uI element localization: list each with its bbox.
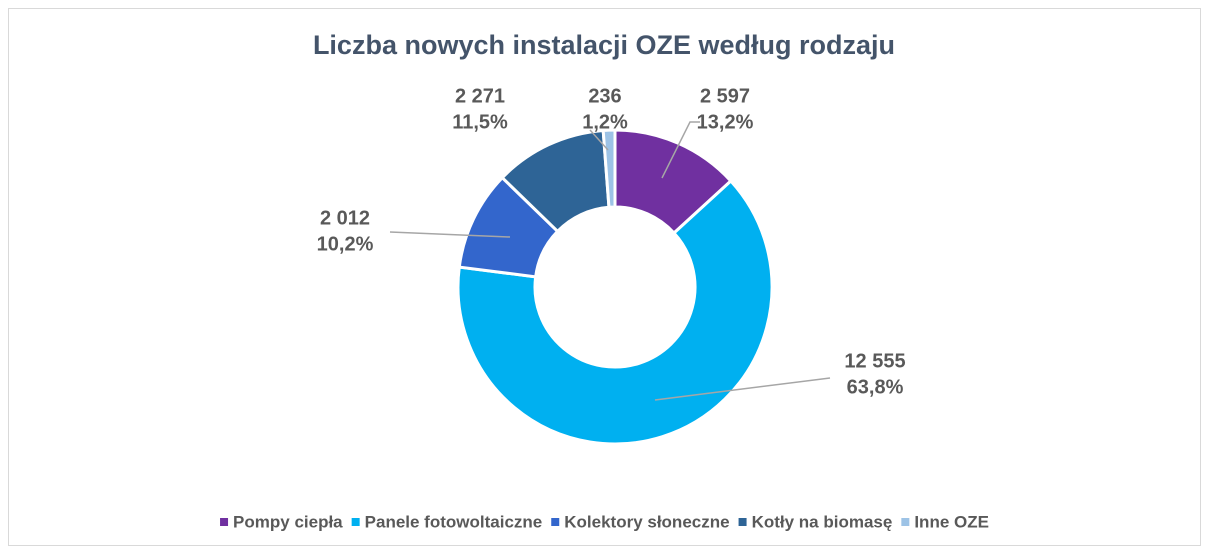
data-label-percent: 10,2% [317, 233, 374, 255]
leader-line [389, 231, 511, 238]
leader-line [654, 377, 831, 401]
donut-slice [601, 128, 617, 209]
data-label: 2 271 [455, 85, 505, 107]
data-label: 12 555 [844, 350, 905, 372]
legend-label: Pompy ciepła [233, 512, 343, 531]
data-label-percent: 63,8% [847, 376, 904, 398]
data-label: 2 597 [700, 85, 750, 107]
data-label-percent: 11,5% [452, 111, 508, 133]
leader-line [661, 121, 700, 179]
legend-marker [551, 518, 560, 526]
legend-label: Kolektory słoneczne [564, 512, 729, 531]
legend-marker [738, 518, 747, 526]
data-label: 2 012 [320, 207, 370, 229]
leader-line [589, 129, 609, 151]
legend-marker [901, 518, 910, 526]
legend-label: Kotły na biomasę [752, 512, 893, 531]
legend: Pompy ciepła Panele fotowoltaiczne Kolekto… [220, 512, 989, 531]
donut-slice [456, 178, 774, 446]
legend-label: Panele fotowoltaiczne [365, 512, 543, 531]
legend-label: Inne OZE [914, 512, 989, 531]
chart-title: Liczba nowych instalacji OZE według rodz… [313, 30, 895, 60]
data-label: 236 [588, 85, 621, 107]
chart-frame [8, 8, 1201, 546]
legend-marker [351, 518, 360, 526]
data-label-percent: 13,2% [697, 111, 754, 133]
data-label-percent: 1,2% [582, 111, 628, 133]
legend-marker [220, 518, 229, 526]
